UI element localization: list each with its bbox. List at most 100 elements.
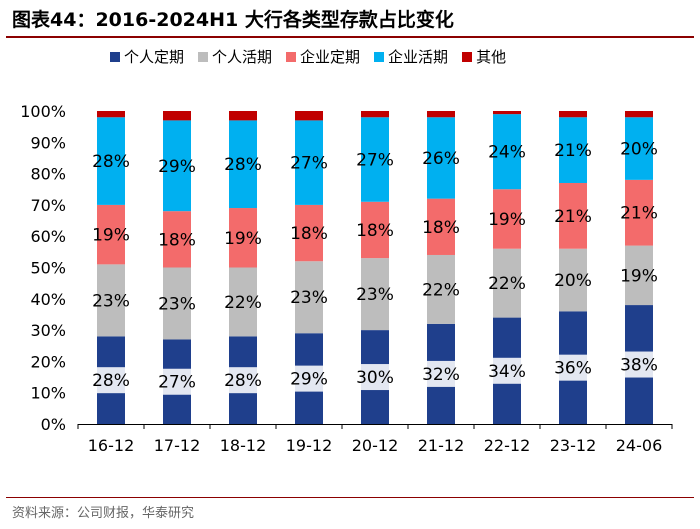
x-tick-label: 16-12 — [88, 436, 135, 455]
x-tick-label: 23-12 — [550, 436, 597, 455]
x-tick-label: 24-06 — [616, 436, 663, 455]
data-label: 32% — [422, 365, 460, 385]
bar-2-4 — [361, 201, 389, 259]
data-label: 28% — [224, 155, 262, 175]
legend-swatch-4 — [462, 51, 473, 62]
data-label: 21% — [554, 141, 592, 161]
y-tick-label: 70% — [30, 196, 66, 215]
data-label: 28% — [92, 371, 130, 391]
x-tick-label: 20-12 — [352, 436, 399, 455]
legend-label-0: 个人定期 — [124, 48, 185, 66]
data-label-bg — [214, 367, 272, 394]
y-tick-label: 80% — [30, 165, 66, 184]
bar-2-1 — [163, 211, 191, 268]
title-divider — [6, 36, 694, 38]
legend-swatch-2 — [286, 51, 297, 62]
bar-3-8 — [625, 117, 653, 180]
footer-divider — [6, 497, 694, 498]
data-label: 29% — [158, 157, 196, 177]
data-label: 27% — [290, 154, 328, 174]
y-tick-label: 60% — [30, 227, 66, 246]
legend-label-1: 个人活期 — [212, 48, 273, 66]
data-label: 23% — [356, 285, 394, 305]
data-label: 18% — [290, 224, 328, 244]
data-label: 18% — [356, 221, 394, 241]
legend-label-3: 企业活期 — [388, 48, 449, 66]
legend-swatch-3 — [374, 51, 385, 62]
bar-2-5 — [427, 198, 455, 255]
data-label: 22% — [488, 274, 526, 294]
bar-3-7 — [559, 117, 587, 183]
data-label-bg — [148, 368, 206, 395]
bar-2-8 — [625, 179, 653, 246]
chart-title: 图表44：2016-2024H1 大行各类型存款占比变化 — [12, 6, 454, 34]
data-label: 23% — [290, 288, 328, 308]
data-label: 18% — [422, 218, 460, 238]
x-tick-label: 18-12 — [220, 436, 267, 455]
source-note: 资料来源：公司财报，华泰研究 — [12, 506, 195, 521]
data-label: 19% — [224, 229, 262, 249]
data-label-bg — [478, 357, 536, 384]
bar-3-0 — [97, 117, 125, 205]
legend-swatch-0 — [110, 51, 120, 62]
data-label: 28% — [224, 371, 262, 391]
legend-swatch-1 — [198, 51, 209, 62]
data-label-bg — [610, 351, 668, 378]
bar-4-1 — [163, 111, 191, 121]
figure-label: 图表44： — [12, 9, 96, 31]
data-label: 19% — [92, 226, 130, 246]
data-label: 21% — [554, 207, 592, 227]
legend-item-2: 企业定期 — [286, 46, 360, 67]
data-label: 18% — [158, 230, 196, 250]
bar-4-4 — [361, 111, 389, 118]
bar-1-6 — [493, 248, 521, 318]
legend-label-2: 企业定期 — [300, 48, 361, 66]
y-tick-label: 50% — [30, 259, 66, 278]
data-label-bg — [280, 365, 338, 392]
bar-2-7 — [559, 182, 587, 249]
bar-4-8 — [625, 111, 653, 118]
data-label: 19% — [620, 266, 658, 286]
x-tick-label: 21-12 — [418, 436, 465, 455]
data-label: 30% — [356, 368, 394, 388]
legend-item-1: 个人活期 — [198, 46, 272, 67]
y-tick-label: 0% — [41, 415, 66, 434]
legend-item-4: 其他 — [462, 46, 506, 67]
data-label: 29% — [290, 370, 328, 390]
bar-1-2 — [229, 267, 257, 337]
bar-3-1 — [163, 120, 191, 212]
data-label: 20% — [554, 271, 592, 291]
y-tick-label: 40% — [30, 290, 66, 309]
data-label: 21% — [620, 204, 658, 224]
data-label: 22% — [224, 293, 262, 313]
data-label: 23% — [92, 291, 130, 311]
bar-4-3 — [295, 111, 323, 121]
bar-3-4 — [361, 117, 389, 202]
data-label-bg — [82, 367, 140, 394]
bar-1-5 — [427, 254, 455, 324]
data-label: 19% — [488, 210, 526, 230]
y-tick-label: 30% — [30, 321, 66, 340]
bar-4-0 — [97, 111, 125, 118]
bar-2-6 — [493, 189, 521, 249]
bar-1-4 — [361, 258, 389, 331]
x-tick-label: 17-12 — [154, 436, 201, 455]
bar-4-5 — [427, 111, 455, 118]
data-label: 27% — [158, 373, 196, 393]
figure-title: 2016-2024H1 大行各类型存款占比变化 — [95, 9, 454, 31]
data-label: 20% — [620, 140, 658, 160]
bar-4-7 — [559, 111, 587, 118]
data-label: 22% — [422, 280, 460, 300]
bar-4-2 — [229, 111, 257, 121]
x-tick-label: 19-12 — [286, 436, 333, 455]
data-label: 23% — [158, 294, 196, 314]
bar-1-8 — [625, 245, 653, 306]
data-label-bg — [412, 360, 470, 387]
legend-item-0: 个人定期 — [110, 46, 184, 67]
bar-3-3 — [295, 120, 323, 205]
data-label: 24% — [488, 143, 526, 163]
data-label: 34% — [488, 362, 526, 382]
bar-4-6 — [493, 111, 521, 115]
bar-1-0 — [97, 264, 125, 337]
